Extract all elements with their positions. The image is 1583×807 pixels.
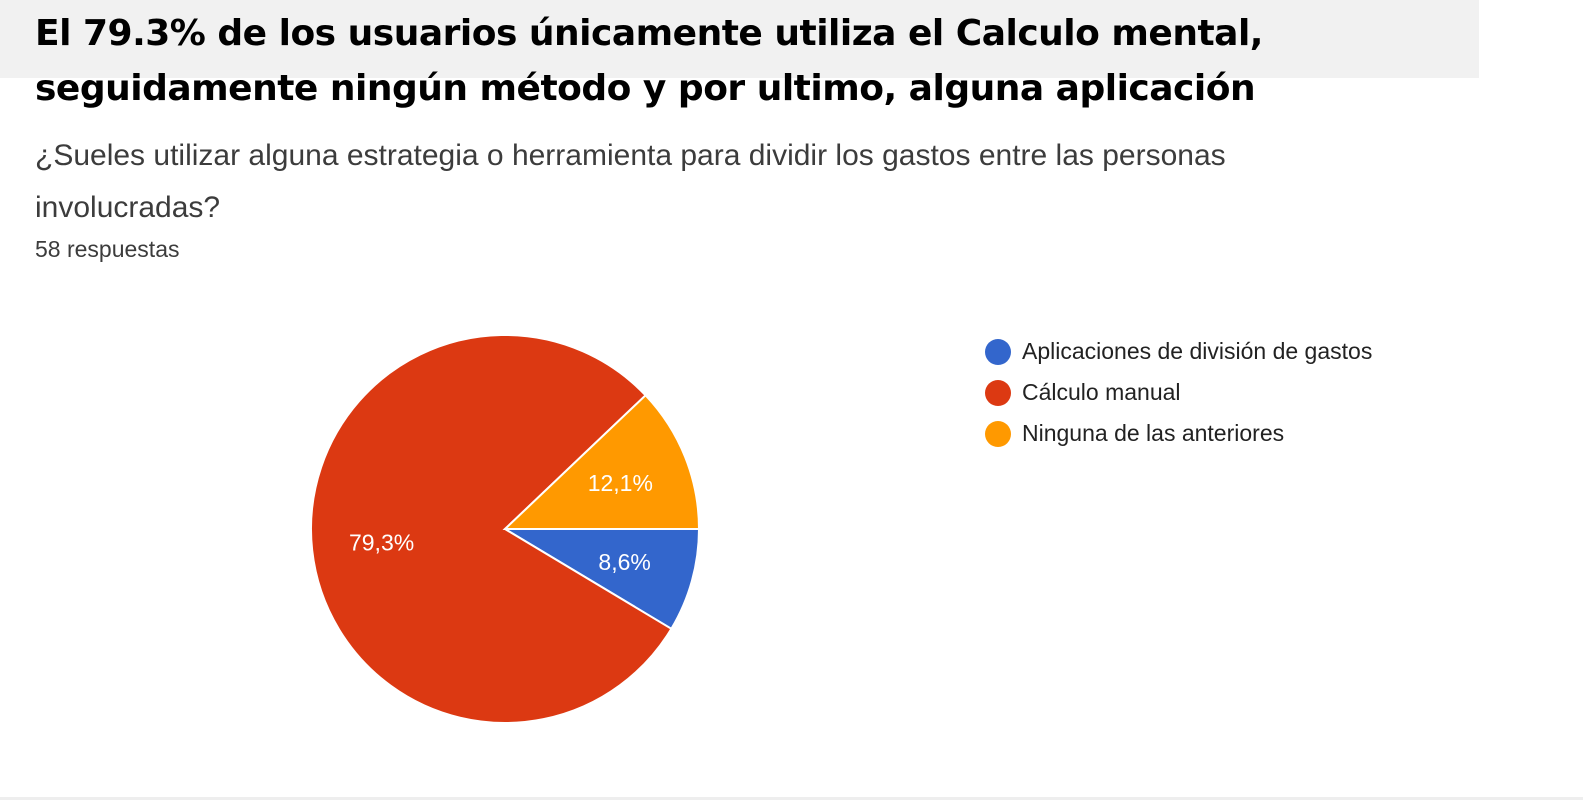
- response-count: 58 respuestas: [35, 236, 180, 262]
- headline-line-1: El 79.3% de los usuarios únicamente util…: [35, 13, 1263, 54]
- legend-dot-ninguna: [985, 420, 1011, 447]
- pie-slice-ninguna[interactable]: [502, 393, 701, 530]
- legend-dot-calculo-manual: [985, 379, 1011, 406]
- legend-item-aplicaciones[interactable]: Aplicaciones de división de gastos: [985, 331, 1372, 372]
- legend-item-calculo-manual[interactable]: Cálculo manual: [985, 372, 1372, 413]
- legend-label-ninguna: Ninguna de las anteriores: [1022, 420, 1285, 446]
- question-line-1: ¿Sueles utilizar alguna estrategia o her…: [35, 139, 1226, 172]
- question-title: ¿Sueles utilizar alguna estrategia o her…: [35, 130, 1455, 234]
- question-line-2: involucradas?: [35, 191, 221, 224]
- legend-label-aplicaciones: Aplicaciones de división de gastos: [1022, 338, 1373, 364]
- pie-label-aplicaciones: 8,6%: [598, 549, 650, 575]
- pie-label-ninguna: 12,1%: [588, 470, 653, 496]
- chart-legend: Aplicaciones de división de gastos Cálcu…: [985, 331, 1372, 454]
- bottom-divider: [0, 797, 1583, 800]
- title-band: [0, 0, 1479, 78]
- pie-slice-calculo-manual[interactable]: [310, 334, 673, 724]
- legend-dot-aplicaciones: [985, 338, 1011, 365]
- headline-line-2: seguidamente ningún método y por ultimo,…: [35, 68, 1256, 109]
- pie-slice-aplicaciones[interactable]: [501, 528, 701, 631]
- pie-label-calculo-manual: 79,3%: [349, 530, 414, 556]
- legend-item-ninguna[interactable]: Ninguna de las anteriores: [985, 413, 1372, 454]
- headline: El 79.3% de los usuarios únicamente util…: [35, 6, 1455, 116]
- legend-label-calculo-manual: Cálculo manual: [1022, 379, 1181, 405]
